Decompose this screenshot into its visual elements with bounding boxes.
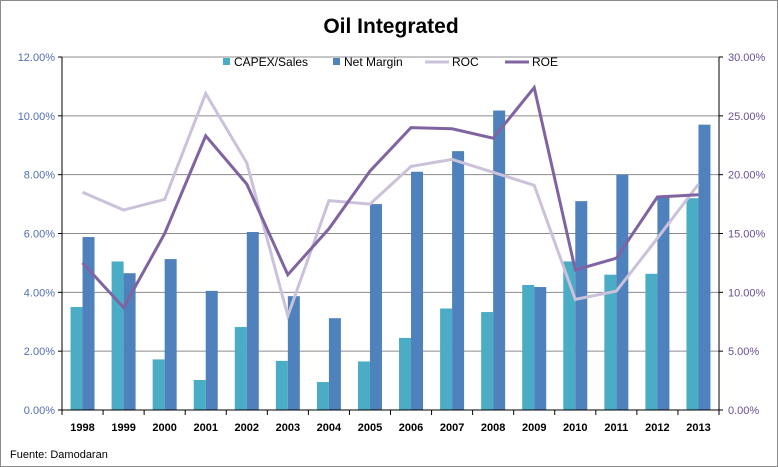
legend-item-roc: ROC <box>425 55 479 69</box>
legend-label: ROE <box>532 55 558 69</box>
y-left-tick-label: 10.00% <box>18 111 56 123</box>
bar-net-margin-2008 <box>493 110 506 410</box>
bar-net-margin-2012 <box>657 196 670 410</box>
x-tick-label: 2012 <box>645 422 669 434</box>
bar-net-margin-1999 <box>123 273 136 410</box>
bar-net-margin-2004 <box>328 318 341 410</box>
bars <box>70 110 711 411</box>
bar-capex-sales-2007 <box>440 308 453 410</box>
y-right-tick-label: 0.00% <box>728 405 759 417</box>
x-tick-label: 2006 <box>399 422 423 434</box>
bar-net-margin-2011 <box>616 174 629 410</box>
x-tick-label: 2003 <box>276 422 300 434</box>
x-tick-label: 2001 <box>193 422 217 434</box>
line-roe <box>81 84 699 311</box>
bar-net-margin-2006 <box>411 171 424 410</box>
x-tick-label: 2002 <box>235 422 259 434</box>
legend-swatch <box>223 58 230 65</box>
y-right-tick-label: 30.00% <box>728 52 766 64</box>
bar-net-margin-2013 <box>698 124 711 411</box>
y-right-tick-label: 15.00% <box>728 229 766 241</box>
axes: 0.00% 2.00% 4.00% 6.00% 8.00% 10.00% 12.00% 0.0… <box>18 52 766 434</box>
bar-capex-sales-2008 <box>481 312 494 410</box>
y-left-tick-label: 4.00% <box>24 287 55 299</box>
x-tick-label: 2008 <box>481 422 505 434</box>
legend-item-capex-sales: CAPEX/Sales <box>223 55 308 69</box>
bar-capex-sales-2006 <box>399 337 412 410</box>
legend-swatch <box>333 58 340 65</box>
y-right-tick-label: 5.00% <box>728 346 759 358</box>
bar-capex-sales-2000 <box>152 359 165 410</box>
y-right-tick-label: 10.00% <box>728 287 766 299</box>
legend-item-net-margin: Net Margin <box>333 55 403 69</box>
bar-net-margin-2010 <box>575 201 588 410</box>
y-left-tick-label: 2.00% <box>24 346 55 358</box>
bar-capex-sales-2001 <box>193 379 206 410</box>
y-left-tick-label: 12.00% <box>18 52 56 64</box>
bar-capex-sales-2005 <box>357 361 370 410</box>
bar-capex-sales-2011 <box>604 274 617 410</box>
bar-capex-sales-1998 <box>70 307 83 410</box>
y-left-tick-label: 0.00% <box>24 405 55 417</box>
legend: CAPEX/Sales Net Margin ROC ROE <box>223 55 558 69</box>
x-tick-label: 1999 <box>111 422 135 434</box>
bar-capex-sales-2004 <box>316 382 329 410</box>
bar-capex-sales-1999 <box>111 261 124 410</box>
y-left-tick-label: 8.00% <box>24 170 55 182</box>
x-tick-label: 2009 <box>522 422 546 434</box>
y-left-tick-label: 6.00% <box>24 229 55 241</box>
legend-item-roe: ROE <box>505 55 558 69</box>
bar-capex-sales-2009 <box>522 284 535 410</box>
bar-capex-sales-2002 <box>234 327 247 410</box>
x-tick-label: 2007 <box>440 422 464 434</box>
series-lines <box>81 84 700 321</box>
legend-label: Net Margin <box>344 55 403 69</box>
legend-label: CAPEX/Sales <box>234 55 308 69</box>
bar-net-margin-2000 <box>164 259 177 410</box>
bar-net-margin-2005 <box>369 204 382 410</box>
x-tick-label: 1998 <box>70 422 94 434</box>
x-tick-label: 2013 <box>686 422 710 434</box>
bar-capex-sales-2013 <box>686 198 699 410</box>
x-tick-label: 2010 <box>563 422 587 434</box>
x-tick-label: 2000 <box>152 422 176 434</box>
y-right-tick-label: 25.00% <box>728 111 766 123</box>
line-roc <box>81 90 700 321</box>
legend-label: ROC <box>452 55 479 69</box>
bar-net-margin-2003 <box>287 296 300 410</box>
bar-net-margin-2002 <box>246 232 259 410</box>
y-right-tick-label: 20.00% <box>728 170 766 182</box>
bar-capex-sales-2012 <box>645 273 658 410</box>
bar-net-margin-2007 <box>452 151 465 410</box>
bar-net-margin-2009 <box>534 287 547 410</box>
chart-title: Oil Integrated <box>323 15 458 38</box>
bar-net-margin-2001 <box>205 290 218 410</box>
x-tick-label: 2004 <box>317 422 342 434</box>
bar-net-margin-1998 <box>82 237 95 410</box>
bar-capex-sales-2003 <box>275 360 288 410</box>
x-tick-label: 2011 <box>604 422 628 434</box>
bar-capex-sales-2010 <box>563 261 576 410</box>
source-note: Fuente: Damodaran <box>10 449 108 461</box>
x-tick-label: 2005 <box>358 422 382 434</box>
